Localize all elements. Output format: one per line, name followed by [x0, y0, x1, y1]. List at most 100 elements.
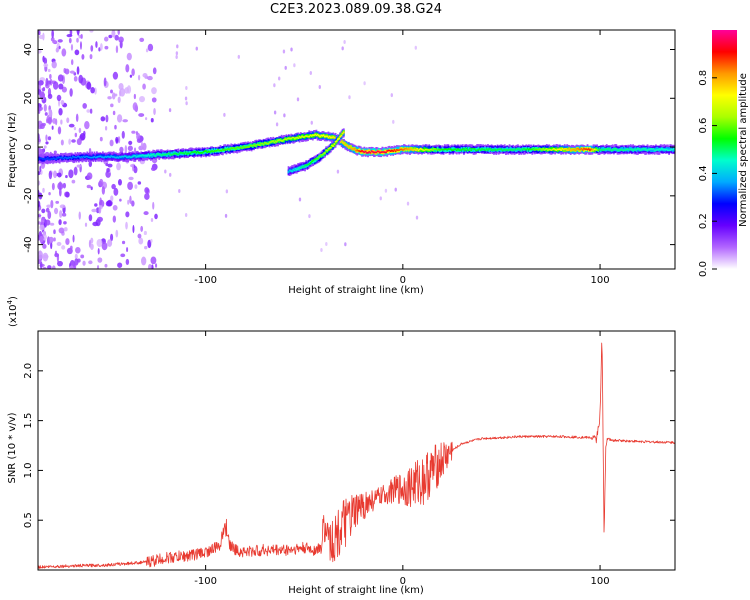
spectrogram-ridge-cell	[71, 157, 73, 159]
spectrogram-noise-blob	[274, 110, 276, 114]
spectrogram-noise-blob	[58, 126, 61, 134]
spectrogram-noise-blob	[146, 48, 148, 52]
spectrogram-noise-blob	[73, 263, 76, 271]
spectrogram-x-axis-label: Height of straight line (km)	[288, 285, 424, 296]
spectrogram-noise-blob	[153, 108, 156, 115]
spectrogram-noise-blob	[61, 48, 66, 56]
spectrogram-noise-blob	[176, 51, 178, 55]
spectrogram-noise-blob	[133, 102, 138, 110]
colorbar-gradient	[712, 30, 737, 269]
spectrogram-noise-blob	[95, 41, 97, 48]
spectrogram-noise-blob	[86, 82, 91, 90]
spectrogram-noise-blob	[116, 163, 121, 171]
spectrogram-ridge-cell	[185, 152, 187, 154]
spectrogram-ridge-cell	[272, 140, 274, 142]
spectrogram-noise-blob	[113, 72, 118, 80]
spectrogram-noise-blob	[141, 141, 143, 149]
spectrogram-noise-blob	[416, 216, 418, 220]
snr-y-tick-label: 0.5	[23, 512, 34, 528]
spectrogram-noise-blob	[175, 55, 177, 59]
spectrogram-noise-blob	[100, 137, 103, 141]
spectrogram-noise-blob	[223, 113, 225, 117]
spectrogram-noise-blob	[395, 188, 397, 192]
spectrogram-noise-blob	[58, 39, 63, 42]
spectrogram-branch-cell	[317, 158, 319, 160]
spectrogram-noise-blob	[53, 237, 55, 241]
spectrogram-ridge-cell	[575, 150, 577, 152]
spectrogram-branch-cell	[333, 143, 335, 145]
spectrogram-branch-cell	[330, 147, 332, 149]
spectrogram-ridge-cell	[567, 150, 569, 152]
spectrogram-ridge-cell	[242, 146, 244, 148]
spectrogram-noise-blob	[80, 41, 82, 50]
spectrogram-noise-blob	[58, 74, 64, 81]
spectrogram-noise-blob	[169, 173, 171, 177]
spectrogram-noise-blob	[52, 118, 56, 124]
spectrogram-noise-blob	[131, 200, 135, 206]
spectrogram-noise-blob	[45, 134, 47, 141]
spectrogram-noise-blob	[98, 206, 101, 213]
spectrogram-noise-blob	[76, 38, 79, 43]
spectrogram-noise-blob	[110, 90, 113, 94]
spectrogram-noise-blob	[122, 131, 125, 139]
spectrogram-branch-cell	[341, 135, 343, 137]
spectrogram-noise-blob	[128, 146, 133, 152]
spectrogram-noise-blob	[89, 214, 93, 221]
spectrogram-ridge-cell	[385, 152, 387, 154]
spectrogram-ridge-cell	[415, 150, 417, 152]
spectrogram-ridge-cell	[653, 148, 655, 150]
snr-plot-area	[38, 331, 675, 570]
spectrogram-branch-cell	[336, 140, 338, 142]
spectrogram-noise-blob	[285, 66, 287, 70]
spectrogram-noise-blob	[80, 254, 84, 258]
colorbar-tick-label: 0.2	[698, 213, 709, 229]
spectrogram-noise-blob	[79, 128, 82, 133]
spectrogram-noise-blob	[69, 124, 75, 128]
spectrogram-noise-blob	[65, 192, 70, 198]
spectrogram-branch-cell	[297, 168, 299, 170]
spectrogram-noise-blob	[125, 211, 129, 217]
spectrogram-noise-blob	[57, 182, 63, 190]
spectrogram-noise-blob	[105, 115, 108, 123]
spectrogram-ridge-cell	[221, 150, 223, 152]
spectrogram-noise-blob	[385, 189, 387, 193]
spectrogram-noise-blob	[101, 116, 106, 121]
spectrogram-noise-blob	[132, 225, 134, 233]
spectrogram-noise-blob	[107, 96, 111, 99]
spectrogram-ridge-cell	[323, 134, 325, 136]
spectrogram-noise-blob	[131, 68, 135, 76]
spectrogram-noise-blob	[104, 77, 107, 86]
spectrogram-noise-blob	[128, 177, 133, 180]
colorbar: 0.00.20.40.60.8 Normalized spectral ampl…	[698, 30, 749, 277]
spectrogram-noise-blob	[54, 253, 59, 257]
spectrogram-noise-blob	[55, 201, 59, 204]
spectrogram-noise-blob	[151, 256, 157, 264]
spectrogram-noise-blob	[71, 59, 73, 65]
spectrogram-ridge-cell	[349, 146, 351, 148]
spectrogram-noise-blob	[273, 83, 275, 87]
spectrogram-noise-blob	[185, 96, 187, 100]
snr-y-tick-label: 1.0	[23, 462, 34, 478]
spectrogram-noise-blob	[137, 234, 141, 239]
spectrogram-noise-blob	[138, 237, 143, 244]
spectrogram-noise-blob	[53, 81, 58, 89]
spectrogram-noise-blob	[98, 248, 100, 254]
spectrogram-noise-blob	[102, 186, 105, 195]
spectrogram-noise-blob	[87, 185, 92, 189]
spectrogram-noise-blob	[144, 231, 147, 235]
spectrogram-noise-blob	[276, 122, 278, 126]
spectrogram-noise-blob	[91, 186, 93, 190]
spectrogram-noise-blob	[127, 182, 133, 190]
spectrogram-noise-blob	[169, 108, 171, 112]
spectrogram-noise-blob	[185, 213, 187, 217]
spectrogram-branch-cell	[343, 132, 345, 134]
spectrogram-noise-blob	[116, 45, 118, 53]
spectrogram-noise-blob	[90, 87, 95, 93]
spectrogram-noise-blob	[37, 148, 42, 155]
spectrogram-ridge-cell	[259, 144, 261, 146]
spectrogram-noise-blob	[348, 95, 350, 99]
spectrogram-ridge-cell	[463, 148, 465, 150]
spectrogram-noise-blob	[152, 97, 157, 102]
spectrogram-noise-blob	[77, 66, 80, 75]
spectrogram-x-tick-label: 100	[591, 275, 610, 286]
